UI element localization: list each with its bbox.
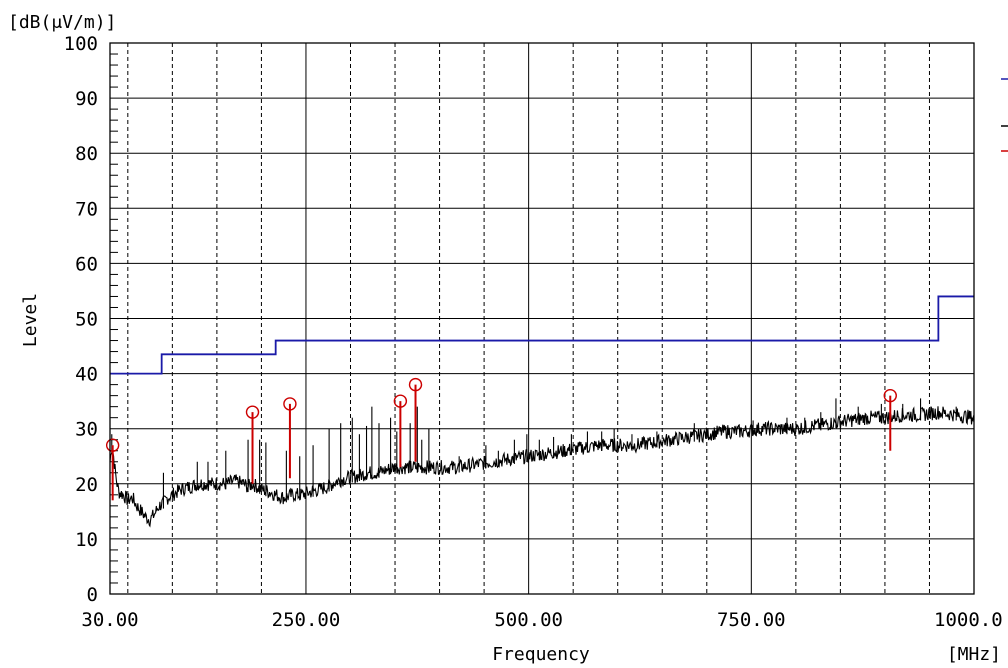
- peak-markers: [105, 377, 897, 501]
- y-unit-label: [dB(μV/m)]: [8, 12, 116, 33]
- limit-line: [110, 295, 974, 375]
- peak-circle: [283, 397, 297, 411]
- y-tick-label: 60: [75, 253, 98, 275]
- legend-stub: [1001, 78, 1008, 152]
- tick-labels: 0 10 20 30 40 50 60 70 80 90 100 30.00 250.00 500.00 7…: [64, 33, 1003, 631]
- y-tick-label: 80: [75, 143, 98, 165]
- y-tick-label: 20: [75, 474, 98, 496]
- peak-circle: [245, 405, 260, 419]
- y-tick-label: 90: [75, 88, 98, 110]
- x-tick-label: 500.00: [494, 609, 563, 631]
- y-tick-label: 40: [75, 364, 98, 386]
- grid: [110, 43, 974, 594]
- x-tick-label: 250.00: [272, 609, 341, 631]
- x-unit-label: [MHz]: [947, 644, 1001, 665]
- y-tick-label: 10: [75, 529, 98, 551]
- y-tick-label: 0: [87, 584, 98, 606]
- series: [109, 295, 975, 528]
- plot-frame: [109, 42, 975, 595]
- peak-circle: [883, 388, 897, 403]
- x-tick-label: 750.00: [717, 609, 786, 631]
- y-tick-label: 70: [75, 198, 98, 220]
- measured-trace: [109, 406, 975, 528]
- x-tick-label: 30.00: [81, 609, 138, 631]
- peak-circle: [408, 377, 423, 392]
- y-tick-label: 30: [75, 419, 98, 441]
- peak-circle: [393, 394, 408, 408]
- x-axis-label: Frequency: [492, 644, 590, 665]
- peak-circle: [105, 438, 120, 452]
- y-tick-label: 100: [64, 33, 98, 55]
- x-tick-label: 1000.0: [934, 609, 1003, 631]
- y-axis-label: Level: [20, 293, 41, 347]
- y-tick-label: 50: [75, 309, 98, 331]
